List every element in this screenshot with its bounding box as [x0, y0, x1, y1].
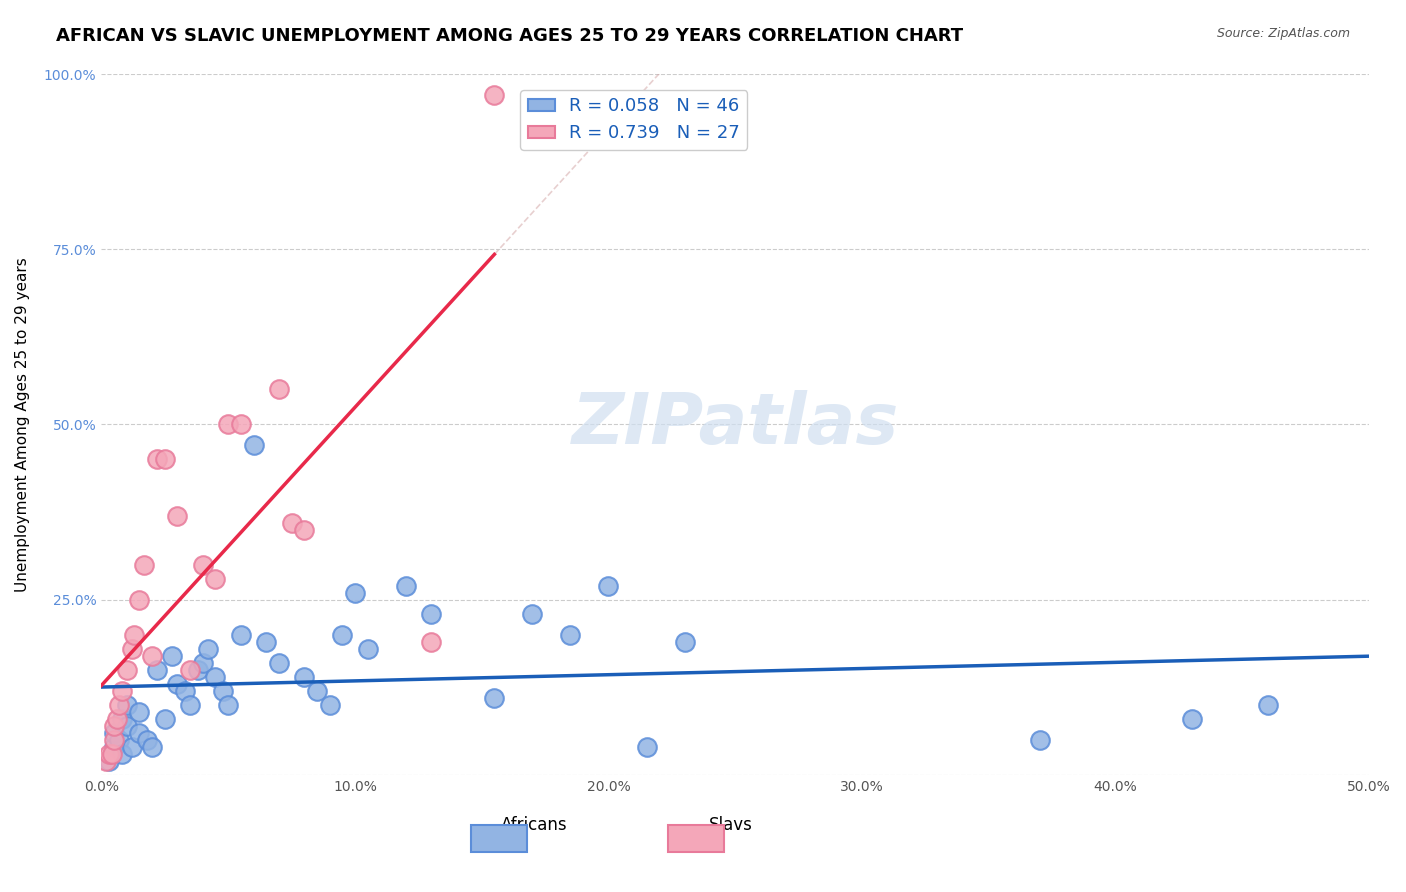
- Point: [103, 726, 125, 740]
- Point: [153, 452, 176, 467]
- Point: [105, 712, 128, 726]
- Point: [217, 698, 239, 712]
- Y-axis label: Unemployment Among Ages 25 to 29 years: Unemployment Among Ages 25 to 29 years: [15, 257, 30, 591]
- Point: [1257, 698, 1279, 712]
- Point: [128, 726, 150, 740]
- Point: [146, 452, 169, 467]
- Point: [174, 683, 197, 698]
- Point: [191, 558, 214, 572]
- Point: [187, 663, 209, 677]
- Point: [141, 739, 163, 754]
- Point: [204, 572, 226, 586]
- Point: [560, 628, 582, 642]
- Point: [115, 698, 138, 712]
- Point: [420, 634, 443, 648]
- Point: [280, 516, 302, 530]
- Point: [254, 634, 277, 648]
- Point: [98, 754, 121, 768]
- Point: [212, 683, 235, 698]
- Point: [103, 719, 125, 733]
- Point: [108, 732, 131, 747]
- Point: [108, 698, 131, 712]
- Point: [166, 677, 188, 691]
- Text: Africans: Africans: [501, 815, 568, 833]
- Point: [292, 523, 315, 537]
- Point: [162, 648, 184, 663]
- Text: ZIPatlas: ZIPatlas: [572, 390, 898, 459]
- Point: [191, 656, 214, 670]
- Point: [267, 656, 290, 670]
- Point: [121, 739, 143, 754]
- Point: [134, 558, 156, 572]
- Text: Slavs: Slavs: [709, 815, 754, 833]
- Point: [141, 648, 163, 663]
- Point: [267, 383, 290, 397]
- Point: [103, 732, 125, 747]
- Point: [166, 508, 188, 523]
- Point: [103, 739, 125, 754]
- Point: [136, 732, 159, 747]
- Point: [292, 670, 315, 684]
- Point: [330, 628, 353, 642]
- Point: [484, 88, 506, 103]
- Point: [598, 579, 620, 593]
- Point: [673, 634, 696, 648]
- Point: [229, 628, 252, 642]
- Point: [146, 663, 169, 677]
- Point: [229, 417, 252, 432]
- Point: [96, 754, 118, 768]
- Point: [204, 670, 226, 684]
- Point: [305, 683, 328, 698]
- Legend: R = 0.058   N = 46, R = 0.739   N = 27: R = 0.058 N = 46, R = 0.739 N = 27: [520, 90, 747, 150]
- Point: [115, 663, 138, 677]
- Point: [179, 663, 201, 677]
- Point: [343, 585, 366, 599]
- Point: [1181, 712, 1204, 726]
- Point: [318, 698, 340, 712]
- Point: [217, 417, 239, 432]
- Point: [111, 747, 134, 761]
- Point: [356, 641, 378, 656]
- Text: AFRICAN VS SLAVIC UNEMPLOYMENT AMONG AGES 25 TO 29 YEARS CORRELATION CHART: AFRICAN VS SLAVIC UNEMPLOYMENT AMONG AGE…: [56, 27, 963, 45]
- Point: [128, 705, 150, 719]
- Point: [100, 747, 122, 761]
- Point: [121, 641, 143, 656]
- Point: [197, 641, 219, 656]
- Point: [242, 438, 264, 452]
- Text: Source: ZipAtlas.com: Source: ZipAtlas.com: [1216, 27, 1350, 40]
- Point: [111, 712, 134, 726]
- Point: [522, 607, 544, 621]
- Point: [115, 719, 138, 733]
- Point: [124, 628, 146, 642]
- Point: [484, 690, 506, 705]
- Point: [636, 739, 658, 754]
- Point: [153, 712, 176, 726]
- Point: [111, 683, 134, 698]
- Point: [1028, 732, 1050, 747]
- Point: [179, 698, 201, 712]
- Point: [395, 579, 418, 593]
- Point: [420, 607, 443, 621]
- Point: [98, 747, 121, 761]
- Point: [128, 592, 150, 607]
